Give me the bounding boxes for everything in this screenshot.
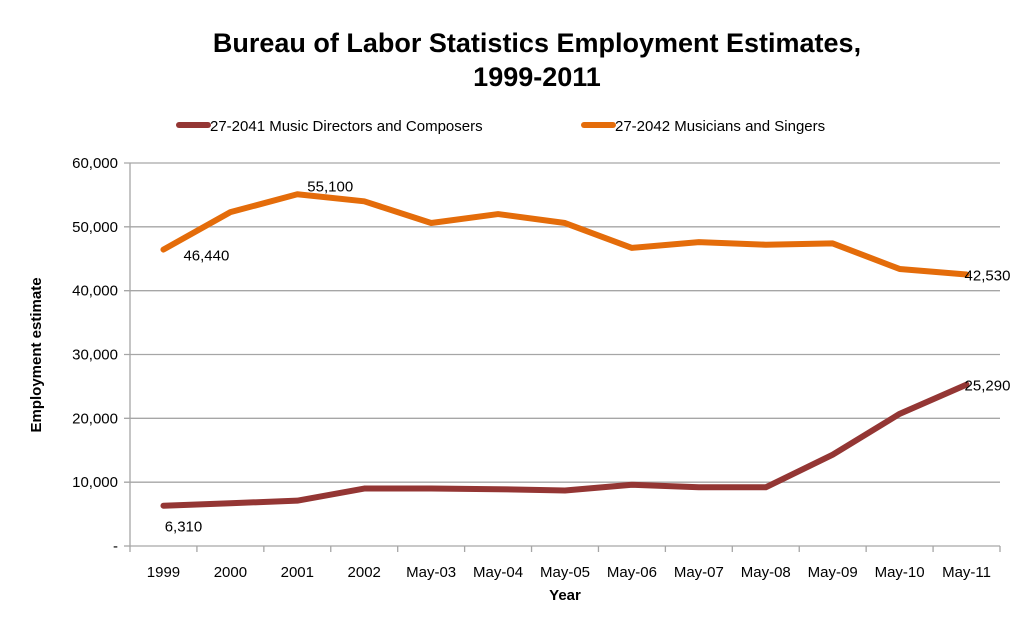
y-axis-title: Employment estimate bbox=[28, 277, 45, 432]
x-axis-title: Year bbox=[549, 587, 581, 604]
x-tick-label: May-06 bbox=[607, 564, 657, 581]
y-tick-label: - bbox=[113, 538, 118, 555]
data-label: 55,100 bbox=[307, 178, 353, 195]
x-tick-label: May-04 bbox=[473, 564, 523, 581]
y-tick-label: 50,000 bbox=[72, 219, 118, 236]
x-tick-label: May-08 bbox=[741, 564, 791, 581]
chart-title-line-2: 1999-2011 bbox=[473, 62, 601, 92]
x-tick-label: 1999 bbox=[147, 564, 180, 581]
gridlines bbox=[124, 162, 1000, 483]
series-line-0 bbox=[160, 381, 970, 509]
x-tick-label: 2000 bbox=[214, 564, 247, 581]
y-tick-label: 60,000 bbox=[72, 155, 118, 172]
data-label: 42,530 bbox=[965, 268, 1011, 285]
legend: 27-2041 Music Directors and Composers 27… bbox=[176, 118, 825, 135]
data-labels: 6,310 25,290 46,440 55,100 42,530 bbox=[165, 178, 1011, 535]
legend-label-musicians: 27-2042 Musicians and Singers bbox=[615, 118, 825, 135]
data-label: 46,440 bbox=[183, 248, 229, 265]
x-tick-label: May-10 bbox=[875, 564, 925, 581]
series-lines bbox=[160, 191, 970, 509]
y-tick-label: 10,000 bbox=[72, 474, 118, 491]
legend-label-directors: 27-2041 Music Directors and Composers bbox=[210, 118, 483, 135]
y-tick-label: 20,000 bbox=[72, 410, 118, 427]
y-axis-ticks: - 10,000 20,000 30,000 40,000 50,000 60,000 bbox=[72, 155, 118, 555]
x-tick-label: May-05 bbox=[540, 564, 590, 581]
x-tick-label: May-09 bbox=[808, 564, 858, 581]
data-label: 6,310 bbox=[165, 519, 203, 536]
chart-title-line-1: Bureau of Labor Statistics Employment Es… bbox=[213, 28, 861, 58]
x-axis-ticks: 1999 2000 2001 2002 May-03 May-04 May-05 May-06… bbox=[147, 564, 991, 581]
x-tick-label: 2002 bbox=[348, 564, 381, 581]
series-line-1 bbox=[160, 191, 970, 278]
y-tick-label: 30,000 bbox=[72, 347, 118, 364]
chart-title: Bureau of Labor Statistics Employment Es… bbox=[213, 28, 861, 92]
x-tick-label: 2001 bbox=[281, 564, 314, 581]
x-tick-label: May-11 bbox=[942, 564, 991, 581]
x-tick-label: May-03 bbox=[406, 564, 456, 581]
data-label: 25,290 bbox=[965, 378, 1011, 395]
x-tick-label: May-07 bbox=[674, 564, 724, 581]
axes bbox=[124, 163, 1001, 552]
y-tick-label: 40,000 bbox=[72, 283, 118, 300]
